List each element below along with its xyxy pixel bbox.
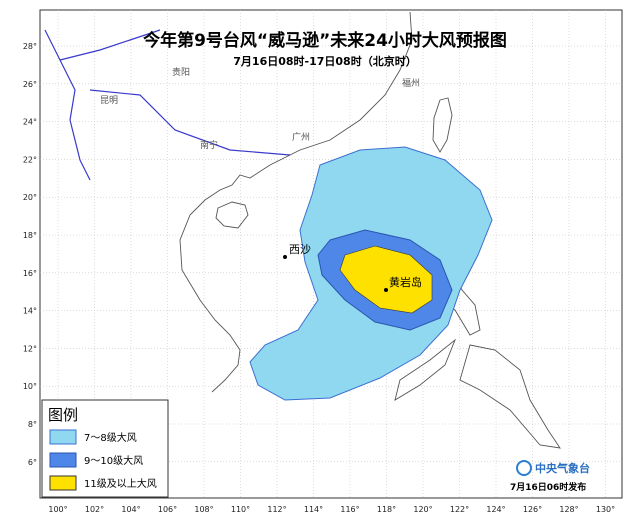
place-label: 西沙	[289, 243, 311, 256]
legend-label: 11级及以上大风	[84, 477, 157, 490]
lat-label: 10°	[23, 382, 37, 391]
place-label: 贵阳	[172, 66, 190, 78]
lon-label: 110°	[231, 505, 250, 514]
issue-time: 7月16日06时发布	[510, 481, 586, 493]
lat-label: 28°	[23, 42, 37, 51]
legend-swatch	[49, 429, 77, 445]
agency-logo	[516, 460, 532, 476]
subtitle: 7月16日08时-17日08时（北京时）	[233, 54, 416, 68]
lat-label: 22°	[23, 155, 37, 164]
legend-swatch	[49, 452, 77, 468]
lon-label: 122°	[450, 505, 469, 514]
place-dot	[283, 255, 287, 259]
agency-name: 中央气象台	[535, 461, 590, 475]
lon-label: 102°	[85, 505, 104, 514]
legend-label: 9～10级大风	[84, 454, 143, 467]
lon-label: 114°	[304, 505, 323, 514]
place-label: 福州	[402, 77, 420, 89]
lon-label: 106°	[158, 505, 177, 514]
lat-label: 8°	[28, 420, 37, 429]
place-dot	[384, 288, 388, 292]
place-label: 南宁	[200, 139, 218, 151]
lon-label: 126°	[523, 505, 542, 514]
lat-label: 18°	[23, 231, 37, 240]
lat-label: 12°	[23, 344, 37, 353]
wind-11-plus	[339, 245, 433, 314]
lat-label: 6°	[28, 458, 37, 467]
lon-label: 130°	[596, 505, 615, 514]
place-label: 广州	[292, 131, 310, 143]
lon-label: 112°	[267, 505, 286, 514]
lon-label: 128°	[559, 505, 578, 514]
lon-label: 116°	[340, 505, 359, 514]
lon-label: 120°	[413, 505, 432, 514]
place-label: 黄岩岛	[389, 275, 422, 289]
lon-label: 100°	[48, 505, 67, 514]
lat-label: 24°	[23, 118, 37, 127]
rivers	[44, 29, 291, 181]
lat-label: 16°	[23, 269, 37, 278]
title: 今年第9号台风“威马逊”未来24小时大风预报图	[143, 30, 507, 51]
lat-label: 14°	[23, 307, 37, 316]
place-label: 昆明	[100, 95, 118, 106]
lon-label: 108°	[194, 505, 213, 514]
lat-label: 26°	[23, 80, 37, 89]
lon-label: 124°	[486, 505, 505, 514]
lat-label: 20°	[23, 193, 37, 202]
legend-title: 图例	[48, 406, 78, 424]
lon-label: 104°	[121, 505, 140, 514]
lon-label: 118°	[377, 505, 396, 514]
legend-label: 7～8级大风	[84, 431, 137, 444]
legend-swatch	[49, 475, 77, 491]
